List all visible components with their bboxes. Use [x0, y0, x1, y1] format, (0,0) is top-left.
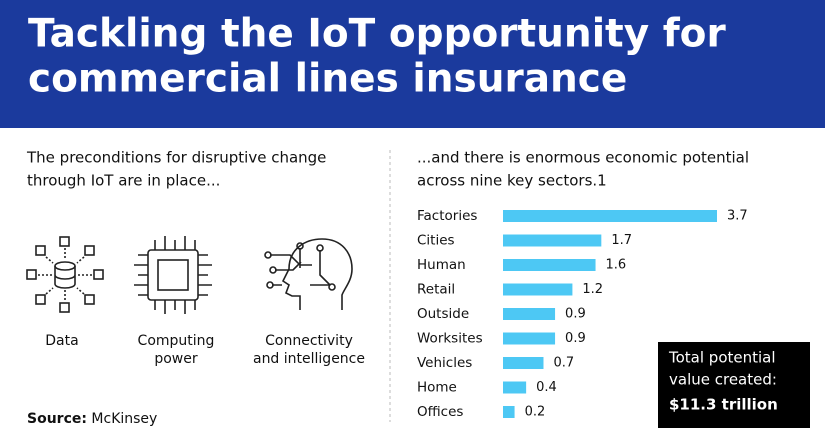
- bar: [503, 259, 596, 271]
- head-icon: [264, 238, 353, 310]
- icon-label: and intelligence: [253, 351, 365, 367]
- data-icon: [26, 236, 104, 313]
- category-label: Offices: [417, 404, 463, 420]
- icon-label: Connectivity: [265, 333, 353, 349]
- bar: [503, 357, 544, 369]
- value-label: 0.9: [565, 307, 586, 322]
- bar: [503, 332, 556, 345]
- bar: [503, 283, 573, 296]
- bar: [503, 210, 717, 222]
- icon-label: power: [154, 351, 198, 367]
- chip-icon: [134, 236, 212, 314]
- icon-label: Computing: [138, 333, 215, 349]
- bar: [503, 381, 527, 394]
- chart-heading: across nine key sectors.1: [417, 172, 607, 190]
- category-label: Retail: [417, 282, 455, 298]
- value-label: 1.2: [582, 282, 603, 297]
- left-heading: through IoT are in place...: [27, 172, 220, 190]
- source-text: McKinsey: [91, 411, 157, 427]
- title: commercial lines insurance: [28, 57, 627, 102]
- category-label: Human: [417, 257, 466, 273]
- value-label: 3.7: [727, 209, 748, 224]
- left-heading: The preconditions for disruptive change: [26, 149, 326, 167]
- bar: [503, 308, 556, 320]
- value-label: 0.7: [553, 356, 574, 371]
- category-label: Outside: [417, 306, 469, 322]
- total-value: $11.3 trillion: [669, 396, 778, 414]
- total-text: value created:: [669, 371, 777, 389]
- source: Source: McKinsey: [27, 411, 157, 427]
- chart-heading: ...and there is enormous economic potent…: [417, 149, 749, 167]
- bar: [503, 406, 515, 418]
- value-label: 0.4: [536, 380, 557, 395]
- title: Tackling the IoT opportunity for: [28, 12, 726, 57]
- category-label: Factories: [417, 208, 477, 224]
- value-label: 1.7: [611, 233, 632, 248]
- category-label: Worksites: [417, 331, 483, 347]
- total-box: [658, 342, 810, 428]
- header-band: [0, 0, 825, 128]
- source-label: Source:: [27, 411, 87, 427]
- category-label: Cities: [417, 233, 455, 249]
- icon-label: Data: [45, 333, 78, 349]
- category-label: Vehicles: [417, 355, 472, 371]
- value-label: 0.2: [525, 405, 546, 420]
- total-text: Total potential: [668, 349, 776, 367]
- category-label: Home: [417, 380, 457, 396]
- bar: [503, 234, 602, 247]
- value-label: 1.6: [606, 258, 627, 273]
- value-label: 0.9: [565, 331, 586, 346]
